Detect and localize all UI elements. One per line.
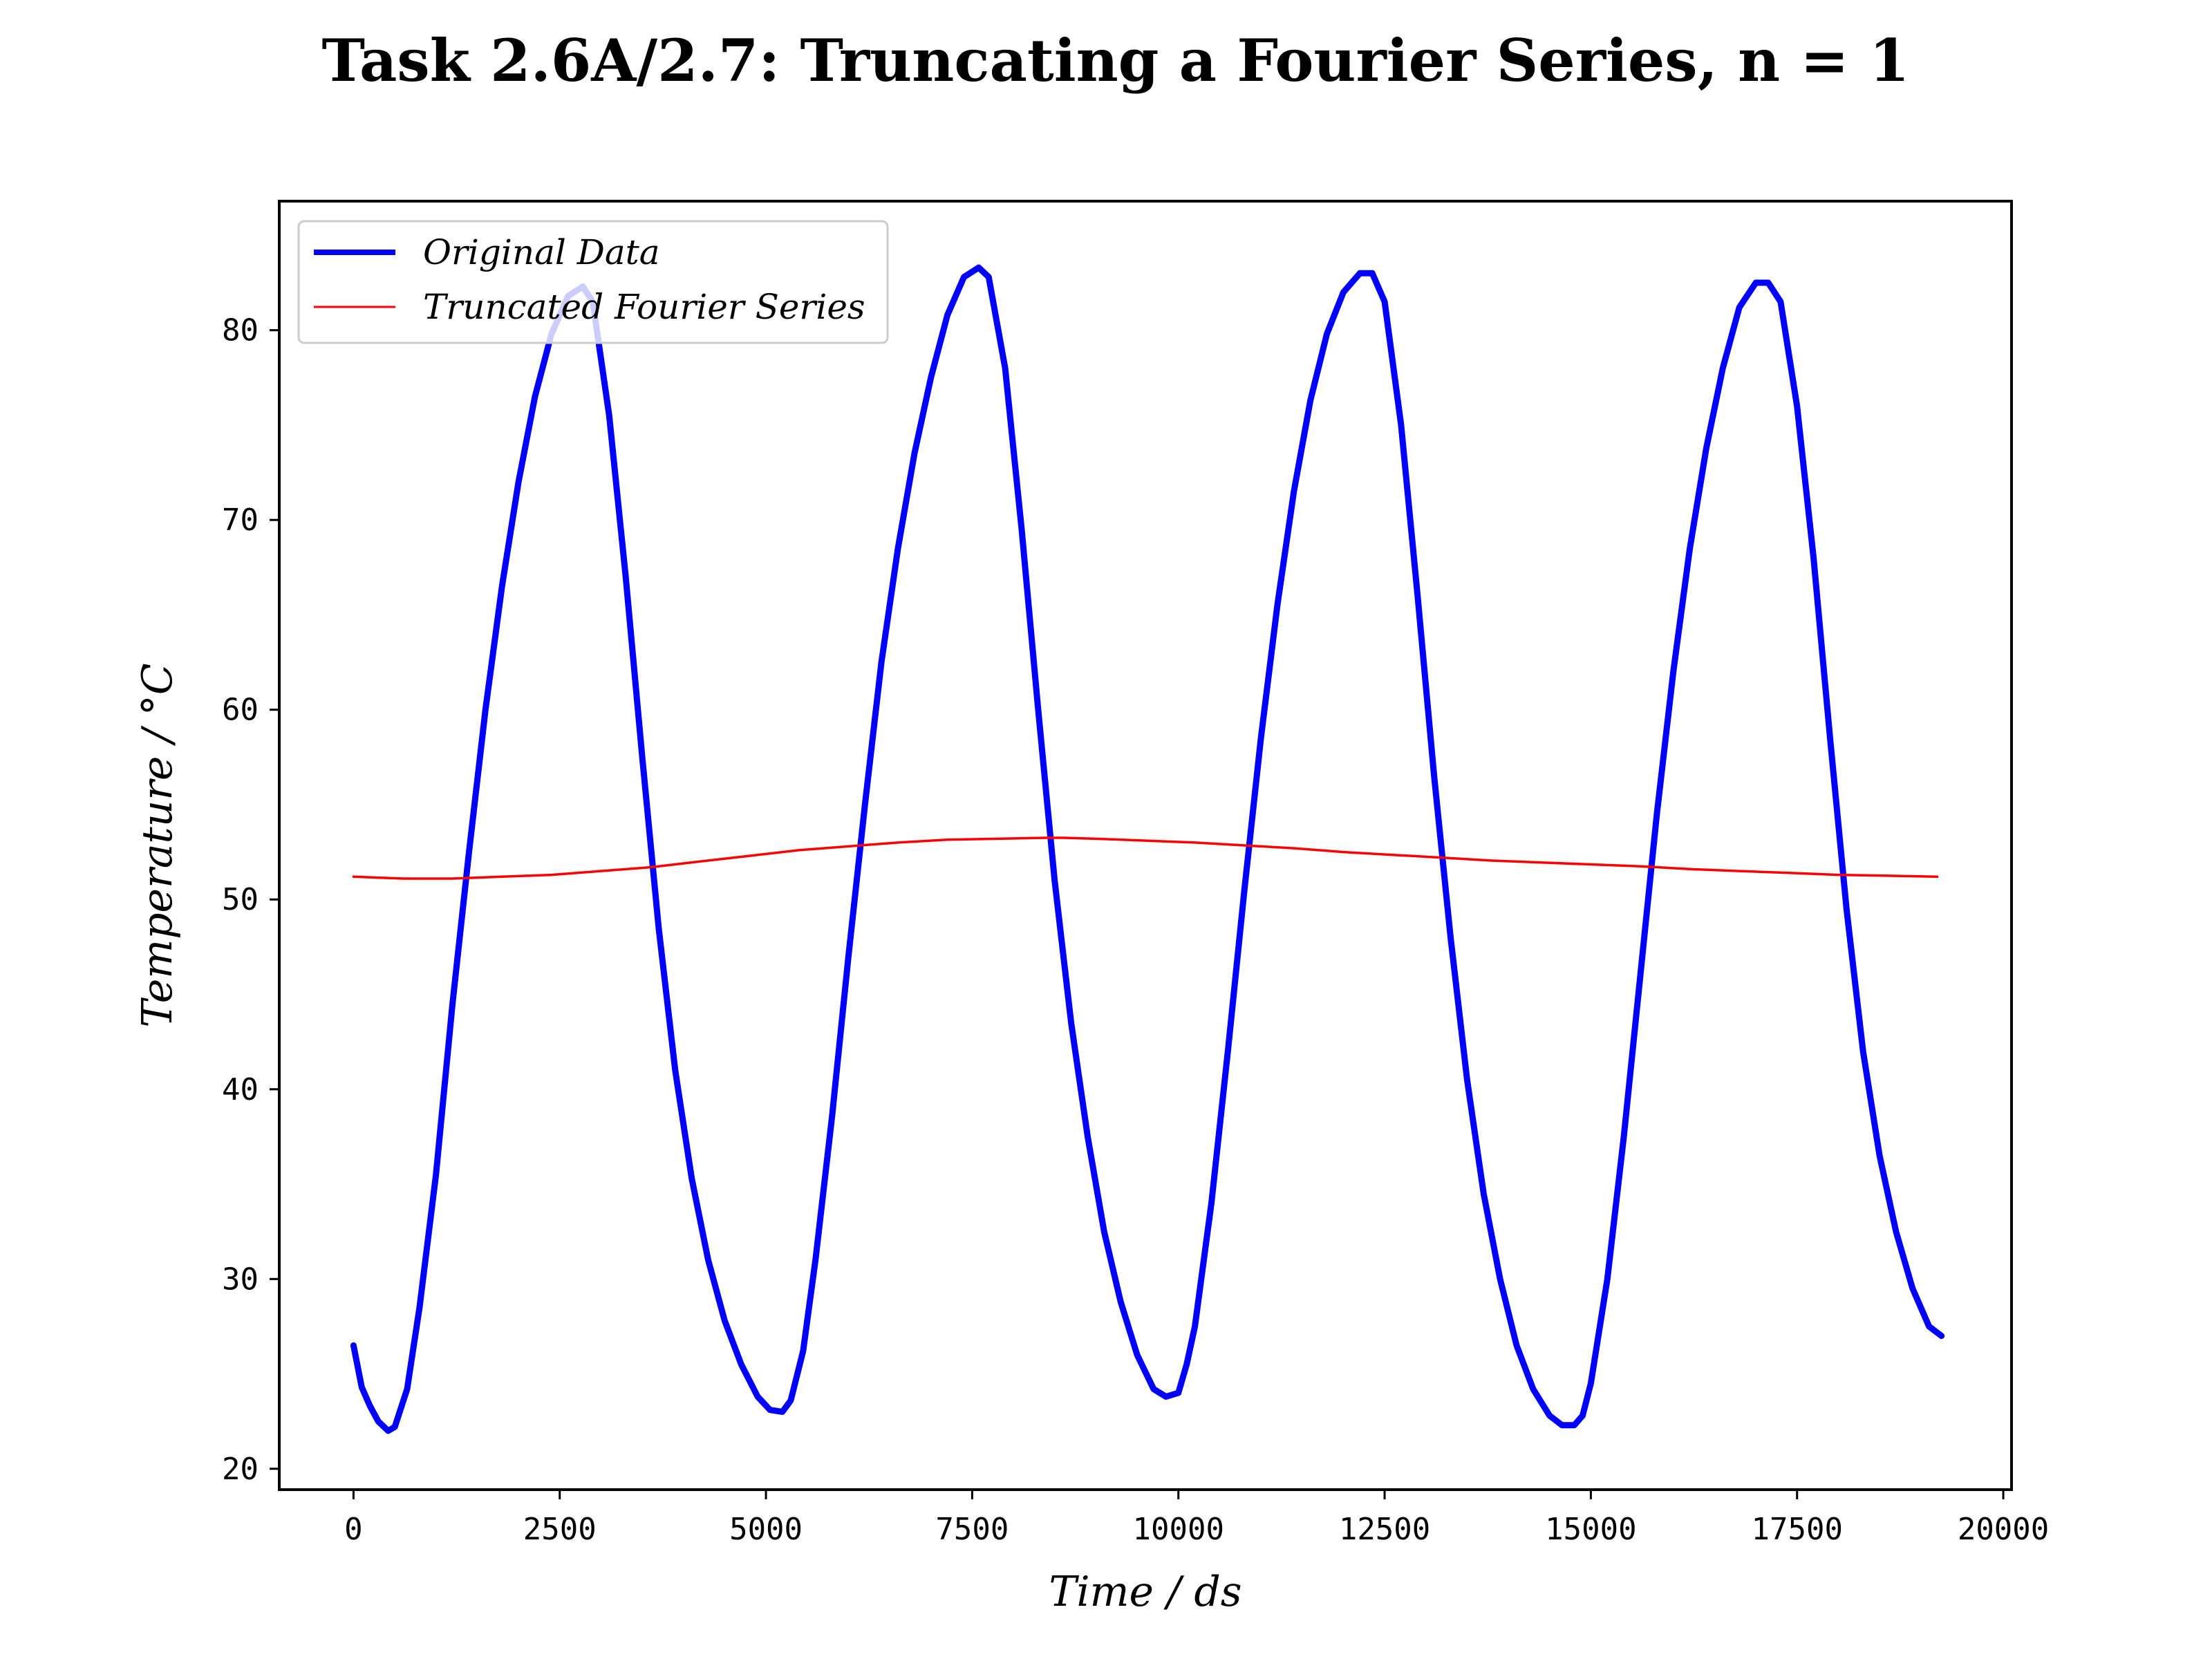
x-tick-label: 5000 — [729, 1512, 803, 1547]
legend: Original Data Truncated Fourier Series — [297, 220, 889, 344]
chart-title: Task 2.6A/2.7: Truncating a Fourier Seri… — [322, 26, 1910, 95]
x-axis-label: Time / ds — [1049, 1568, 1241, 1616]
x-tick-label: 0 — [344, 1512, 363, 1547]
x-tick-label: 15000 — [1545, 1512, 1636, 1547]
x-tick-label: 7500 — [935, 1512, 1009, 1547]
y-tick-label: 60 — [222, 693, 259, 728]
x-tick-label: 2500 — [523, 1512, 597, 1547]
y-tick-label: 20 — [222, 1452, 259, 1487]
y-tick-label: 50 — [222, 882, 259, 917]
x-axis-ticks: 0 2500 5000 7500 10000 12500 15000 17500 20000 — [344, 1490, 2049, 1547]
y-axis-ticks: 20 30 40 50 60 70 80 — [222, 313, 279, 1487]
series-line-truncated-fourier-series — [352, 836, 1939, 880]
legend-label-original-data: Original Data — [423, 232, 660, 272]
x-tick-label: 20000 — [1958, 1512, 2049, 1547]
x-tick-label: 17500 — [1752, 1512, 1843, 1547]
y-tick-label: 80 — [222, 313, 259, 348]
x-tick-label: 12500 — [1339, 1512, 1430, 1547]
legend-box — [297, 220, 889, 344]
plot-frame — [278, 200, 2013, 1491]
y-tick-label: 70 — [222, 503, 259, 538]
y-tick-label: 40 — [222, 1072, 259, 1107]
y-tick-label: 30 — [222, 1262, 259, 1297]
y-axis-label: Temperature / °C — [133, 663, 182, 1027]
legend-label-truncated-fourier-series: Truncated Fourier Series — [423, 287, 865, 327]
x-tick-label: 10000 — [1133, 1512, 1224, 1547]
